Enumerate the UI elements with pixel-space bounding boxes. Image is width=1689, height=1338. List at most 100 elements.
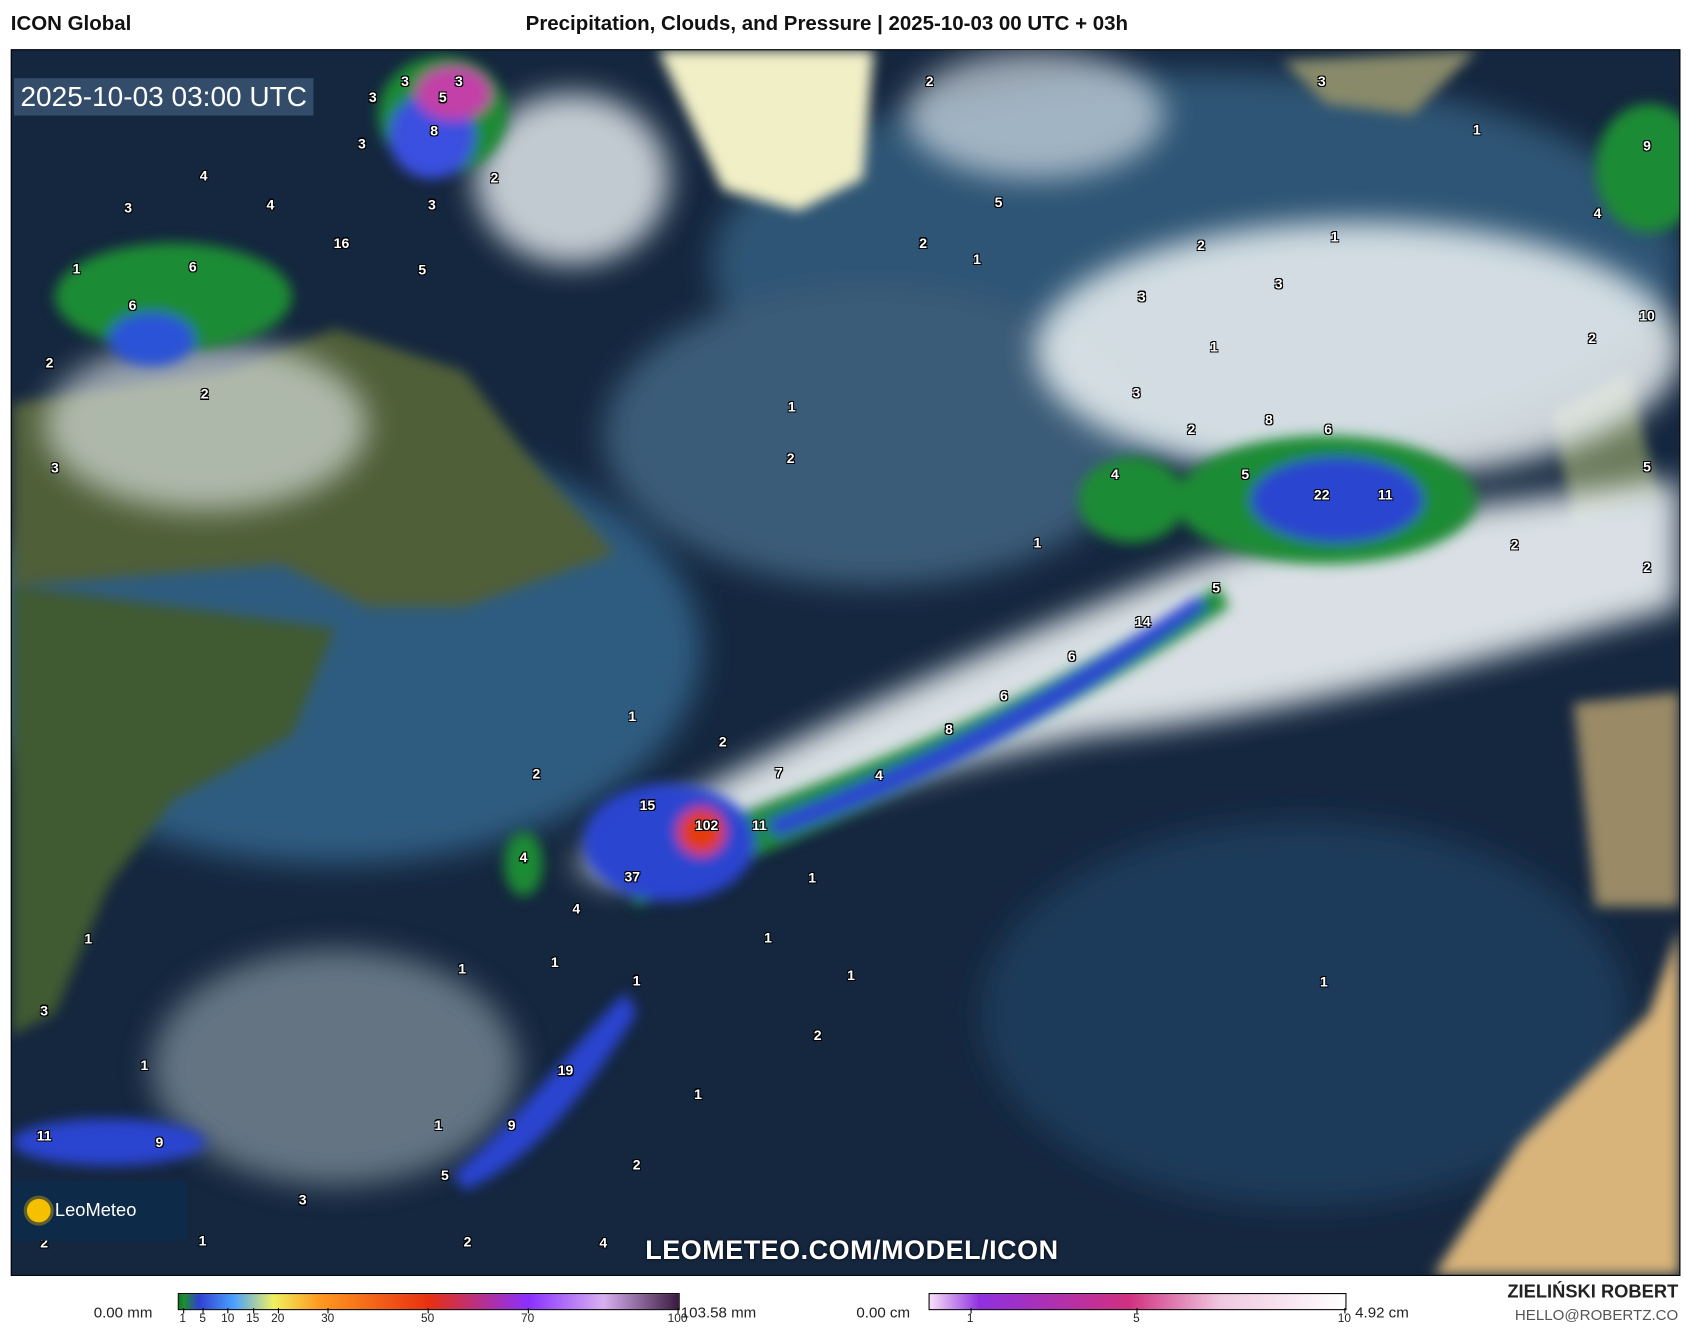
precip-value-label: 8: [1265, 411, 1273, 428]
precip-value-label: 6: [1000, 687, 1008, 704]
precip-value-label: 2: [463, 1233, 472, 1250]
precip-value-label: 11: [36, 1127, 52, 1144]
precip-value-label: 9: [507, 1116, 516, 1134]
precip-value-label: 9: [155, 1134, 164, 1151]
colorbar-tick-label: 1: [966, 1312, 974, 1326]
precip-value-label: 6: [128, 297, 137, 314]
colorbar-tick-label: 20: [271, 1312, 285, 1326]
snow-min: 0.00 cm: [856, 1303, 911, 1321]
precip-value-label: 22: [1313, 486, 1330, 503]
colorbar-tick: [252, 1308, 254, 1314]
precip-value-label: 1: [550, 954, 559, 971]
sun-icon: [26, 1198, 51, 1223]
precip-value-label: 37: [624, 868, 641, 885]
precip-value-label: 5: [438, 89, 447, 106]
precip-value-label: 4: [1593, 204, 1602, 222]
precip-value-label: 4: [572, 900, 581, 917]
precip-min: 0.00 mm: [93, 1303, 153, 1321]
precip-value-label: 6: [1067, 648, 1076, 665]
colorbar-tick-label: 70: [521, 1312, 535, 1326]
precip-max: 103.58 mm: [680, 1303, 757, 1321]
precip-colorbar: [177, 1293, 680, 1311]
logo-text: LeoMeteo: [54, 1199, 137, 1221]
precip-value-label: 3: [428, 196, 436, 213]
precip-value-label: 5: [1241, 466, 1250, 483]
map-title: Precipitation, Clouds, and Pressure | 20…: [525, 12, 1129, 36]
precip-value-label: 1: [694, 1085, 702, 1102]
precip-value-label: 2: [1197, 237, 1205, 254]
precip-value-label: 6: [188, 258, 197, 275]
precip-value-label: 1: [787, 398, 796, 415]
precip-value-label: 3: [40, 1002, 49, 1019]
precip-value-label: 3: [51, 459, 59, 476]
precip-value-label: 3: [368, 89, 377, 106]
colorbar-tick-label: 15: [246, 1312, 260, 1326]
colorbar-tick: [277, 1308, 279, 1314]
precip-value-label: 3: [358, 135, 366, 152]
precip-value-label: 5: [994, 194, 1003, 211]
precip-value-label: 2: [813, 1027, 822, 1044]
precip-value-label: 1: [434, 1116, 443, 1134]
precip-value-label: 4: [875, 766, 883, 783]
colorbar-tick-label: 10: [221, 1312, 235, 1326]
watermark: LEOMETEO.COM/MODEL/ICON: [645, 1235, 1059, 1266]
precip-value-label: 10: [1639, 307, 1655, 324]
precip-value-label: 1: [1033, 534, 1042, 551]
valid-time-badge: 2025-10-03 03:00 UTC: [14, 78, 314, 116]
map-background: [11, 50, 1680, 1275]
precip-value-label: 2: [40, 1234, 49, 1251]
precip-value-label: 1: [84, 930, 93, 947]
precip-value-label: 102: [694, 817, 719, 834]
author-email[interactable]: HELLO@ROBERTZ.CO: [1514, 1305, 1679, 1324]
precip-value-label: 3: [1137, 288, 1146, 305]
precip-value-label: 4: [1111, 466, 1119, 483]
precipitation: [11, 55, 1680, 1191]
precip-value-label: 4: [199, 167, 208, 184]
precip-value-label: 8: [430, 122, 439, 139]
precip-value-label: 3: [1317, 73, 1326, 90]
precip-value-label: 3: [124, 199, 133, 216]
colorbar-tick-label: 10: [1337, 1312, 1351, 1326]
colorbar-tick: [182, 1308, 184, 1314]
colorbar-tick-label: 100: [667, 1312, 688, 1326]
colorbar-tick: [1344, 1308, 1346, 1314]
colorbar-tick-label: 50: [421, 1312, 435, 1326]
precip-value-label: 5: [418, 261, 427, 278]
colorbar-tick-label: 5: [199, 1312, 207, 1326]
precip-value-label: 1: [847, 967, 855, 984]
precip-value-label: 1: [973, 251, 981, 268]
precip-value-label: 2: [1510, 536, 1519, 553]
precip-value-label: 7: [774, 764, 783, 781]
precip-value-label: 1: [764, 929, 772, 946]
leometeo-logo: LeoMeteo: [11, 1180, 187, 1241]
colorbar-tick: [970, 1308, 972, 1314]
precip-value-label: 2: [45, 354, 54, 371]
precip-value-label: 4: [266, 196, 275, 213]
precip-value-label: 1: [458, 960, 467, 977]
precip-value-label: 1: [808, 869, 817, 886]
colorbar-tick: [527, 1308, 529, 1314]
precip-value-label: 2: [925, 73, 934, 90]
precip-value-label: 1: [1319, 973, 1328, 990]
precip-value-label: 5: [1643, 458, 1651, 475]
precip-value-label: 2: [1588, 330, 1596, 347]
precip-value-label: 6: [1324, 421, 1333, 438]
precip-value-label: 1: [72, 260, 81, 277]
precip-value-label: 19: [557, 1062, 574, 1079]
model-name: ICON Global: [10, 12, 132, 36]
precip-value-label: 1: [198, 1232, 207, 1249]
precip-value-label: 9: [1643, 137, 1651, 154]
precip-value-label: 2: [200, 385, 209, 402]
precip-value-label: 2: [490, 169, 499, 186]
precip-value-label: 16: [333, 234, 350, 252]
snow-max: 4.92 cm: [1355, 1303, 1409, 1321]
precip-value-label: 3: [1274, 275, 1283, 292]
colorbar-tick-label: 5: [1133, 1312, 1140, 1326]
precip-value-label: 1: [632, 972, 641, 989]
weather-map[interactable]: 2025-10-03 03:00 UTC 3 3 5 3 8 3 4 2 3 4 3 16 6 5 1 6 2 2…: [10, 49, 1681, 1276]
colorbar-tick-label: 30: [321, 1312, 335, 1326]
precip-value-label: 3: [298, 1191, 307, 1208]
precip-value-label: 5: [440, 1167, 449, 1184]
precip-value-label: 4: [519, 849, 528, 866]
precip-value-label: 2: [532, 765, 541, 782]
